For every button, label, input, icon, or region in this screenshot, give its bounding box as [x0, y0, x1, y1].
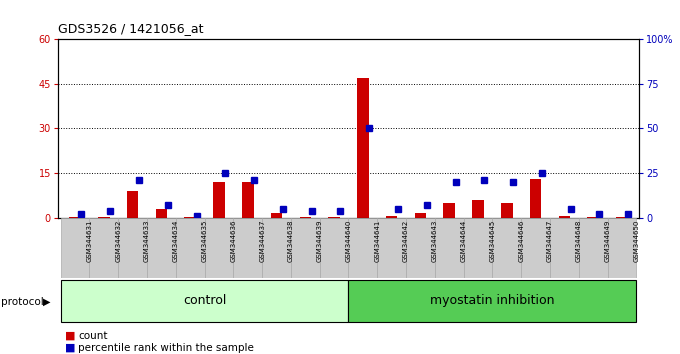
Text: count: count — [78, 331, 107, 341]
Text: ▶: ▶ — [43, 297, 50, 307]
Bar — [492, 218, 521, 278]
Bar — [501, 203, 513, 218]
Text: GSM344639: GSM344639 — [317, 219, 323, 262]
Bar — [118, 218, 147, 278]
Bar — [530, 179, 541, 218]
Bar — [443, 203, 455, 218]
Text: myostatin inhibition: myostatin inhibition — [430, 295, 555, 307]
Text: GSM344637: GSM344637 — [259, 219, 265, 262]
Text: GSM344641: GSM344641 — [374, 219, 380, 262]
Bar — [348, 218, 377, 278]
Bar — [415, 213, 426, 218]
Bar — [320, 218, 348, 278]
Text: GSM344636: GSM344636 — [231, 219, 237, 262]
Bar — [328, 217, 340, 218]
Bar — [127, 191, 139, 218]
Bar — [262, 218, 291, 278]
Bar — [205, 218, 233, 278]
Text: GSM344646: GSM344646 — [518, 219, 524, 262]
Bar — [473, 200, 483, 218]
Bar — [98, 217, 109, 218]
Text: protocol: protocol — [1, 297, 44, 307]
Text: GSM344638: GSM344638 — [288, 219, 294, 262]
Text: GSM344647: GSM344647 — [547, 219, 553, 262]
Bar — [616, 217, 628, 218]
Text: GSM344649: GSM344649 — [605, 219, 611, 262]
Bar — [588, 217, 599, 218]
Bar — [184, 217, 196, 218]
Text: GSM344631: GSM344631 — [86, 219, 92, 262]
Bar — [521, 218, 550, 278]
Bar — [377, 218, 406, 278]
Text: GSM344650: GSM344650 — [633, 219, 639, 262]
Bar — [558, 216, 570, 218]
Bar — [61, 280, 348, 321]
Bar — [233, 218, 262, 278]
Bar — [579, 218, 607, 278]
Bar — [357, 78, 369, 218]
Bar — [464, 218, 492, 278]
Bar — [550, 218, 579, 278]
Bar — [90, 218, 118, 278]
Text: GSM344648: GSM344648 — [576, 219, 582, 262]
Bar — [69, 217, 81, 218]
Bar — [386, 216, 397, 218]
Text: GSM344633: GSM344633 — [144, 219, 150, 262]
Text: GSM344635: GSM344635 — [201, 219, 207, 262]
Text: GSM344645: GSM344645 — [490, 219, 496, 262]
Text: percentile rank within the sample: percentile rank within the sample — [78, 343, 254, 353]
Text: GSM344643: GSM344643 — [432, 219, 438, 262]
Text: GSM344632: GSM344632 — [115, 219, 121, 262]
Bar — [435, 218, 464, 278]
Bar — [176, 218, 205, 278]
Text: ■: ■ — [65, 343, 75, 353]
Bar — [406, 218, 435, 278]
Text: control: control — [183, 295, 226, 307]
Text: GSM344642: GSM344642 — [403, 219, 409, 262]
Text: ■: ■ — [65, 331, 75, 341]
Bar — [156, 209, 167, 218]
Bar — [271, 213, 282, 218]
Text: GSM344634: GSM344634 — [173, 219, 179, 262]
Text: GSM344640: GSM344640 — [345, 219, 352, 262]
Bar — [61, 218, 90, 278]
Text: GDS3526 / 1421056_at: GDS3526 / 1421056_at — [58, 22, 203, 35]
Bar — [300, 217, 311, 218]
Bar — [607, 218, 636, 278]
Bar — [214, 182, 224, 218]
Bar — [291, 218, 320, 278]
Bar — [242, 182, 254, 218]
Bar — [348, 280, 636, 321]
Text: GSM344644: GSM344644 — [460, 219, 466, 262]
Bar — [147, 218, 176, 278]
